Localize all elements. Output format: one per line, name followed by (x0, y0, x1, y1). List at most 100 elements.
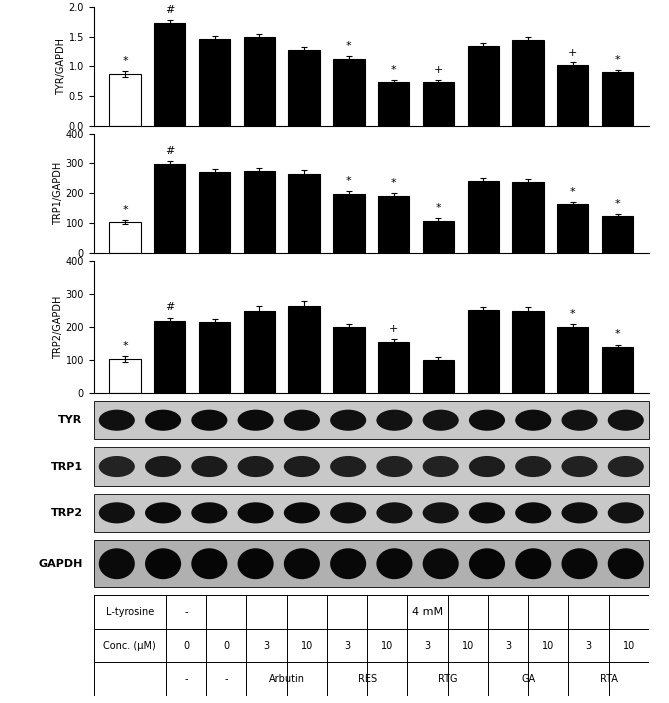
Y-axis label: TYR/GAPDH: TYR/GAPDH (56, 38, 66, 95)
Text: *: * (122, 56, 128, 67)
Text: GA: GA (521, 674, 535, 684)
Text: 0: 0 (183, 640, 189, 651)
Bar (288, 51, 320, 126)
Bar (288, 307, 320, 393)
Text: 4 mM: 4 mM (412, 607, 443, 617)
Bar (602, 72, 634, 126)
Text: GAPDH: GAPDH (38, 559, 82, 569)
Bar (378, 82, 409, 126)
Bar (154, 164, 185, 252)
Ellipse shape (99, 410, 135, 431)
Bar (244, 37, 275, 126)
Bar (154, 321, 185, 393)
Bar (423, 360, 454, 393)
Ellipse shape (607, 410, 644, 431)
Text: 3: 3 (344, 640, 350, 651)
Bar (378, 196, 409, 252)
Text: Conc. (μM): Conc. (μM) (104, 640, 156, 651)
Bar (333, 59, 365, 126)
Bar (199, 322, 230, 393)
Text: 10: 10 (300, 640, 313, 651)
Bar (512, 40, 544, 126)
Ellipse shape (515, 456, 551, 477)
Text: 3: 3 (585, 640, 591, 651)
Text: RTA: RTA (599, 674, 617, 684)
Text: *: * (391, 65, 397, 75)
Ellipse shape (515, 548, 551, 579)
Bar (109, 75, 140, 126)
Ellipse shape (561, 456, 597, 477)
Bar (512, 311, 544, 393)
Text: -: - (225, 674, 228, 684)
Text: -: - (184, 607, 188, 617)
Text: *: * (570, 309, 575, 319)
Bar (199, 39, 230, 126)
Text: RES: RES (357, 674, 377, 684)
Ellipse shape (191, 456, 227, 477)
Text: *: * (615, 56, 620, 65)
Text: *: * (346, 41, 352, 51)
Text: *: * (570, 187, 575, 197)
Bar (468, 46, 499, 126)
Text: *: * (615, 330, 620, 340)
Ellipse shape (561, 502, 597, 524)
Ellipse shape (377, 548, 413, 579)
Ellipse shape (469, 502, 505, 524)
Bar (423, 82, 454, 126)
Bar (154, 23, 185, 126)
Ellipse shape (515, 502, 551, 524)
Ellipse shape (330, 548, 366, 579)
Bar (199, 172, 230, 252)
Text: *: * (122, 205, 128, 215)
Ellipse shape (607, 548, 644, 579)
Ellipse shape (423, 456, 459, 477)
Bar (244, 311, 275, 393)
Ellipse shape (515, 410, 551, 431)
Ellipse shape (284, 548, 320, 579)
Text: 10: 10 (542, 640, 555, 651)
Ellipse shape (99, 548, 135, 579)
Ellipse shape (284, 456, 320, 477)
Ellipse shape (284, 410, 320, 431)
Y-axis label: TRP2/GAPDH: TRP2/GAPDH (53, 295, 63, 359)
Ellipse shape (561, 410, 597, 431)
Bar (557, 204, 589, 252)
Text: +: + (389, 324, 398, 334)
Ellipse shape (191, 502, 227, 524)
Ellipse shape (607, 456, 644, 477)
Ellipse shape (469, 410, 505, 431)
Ellipse shape (423, 410, 459, 431)
Text: 3: 3 (505, 640, 511, 651)
Ellipse shape (145, 502, 181, 524)
Text: *: * (122, 341, 128, 351)
Text: *: * (346, 176, 352, 186)
Ellipse shape (99, 456, 135, 477)
Text: RTG: RTG (438, 674, 458, 684)
Ellipse shape (237, 548, 274, 579)
Bar (557, 328, 589, 393)
Ellipse shape (377, 410, 413, 431)
Ellipse shape (469, 548, 505, 579)
Text: #: # (165, 5, 175, 15)
Bar (333, 328, 365, 393)
Bar (288, 174, 320, 252)
Ellipse shape (423, 548, 459, 579)
Ellipse shape (469, 456, 505, 477)
Ellipse shape (607, 502, 644, 524)
Text: *: * (391, 179, 397, 188)
Ellipse shape (377, 502, 413, 524)
Text: 3: 3 (424, 640, 431, 651)
Text: -: - (184, 674, 188, 684)
Ellipse shape (423, 502, 459, 524)
Text: 10: 10 (462, 640, 474, 651)
Ellipse shape (237, 456, 274, 477)
Text: +: + (568, 48, 577, 58)
Bar (557, 65, 589, 126)
Ellipse shape (330, 410, 366, 431)
Bar (423, 221, 454, 252)
Text: 3: 3 (264, 640, 270, 651)
Ellipse shape (145, 548, 181, 579)
Ellipse shape (191, 548, 227, 579)
Ellipse shape (330, 456, 366, 477)
Bar (333, 194, 365, 252)
